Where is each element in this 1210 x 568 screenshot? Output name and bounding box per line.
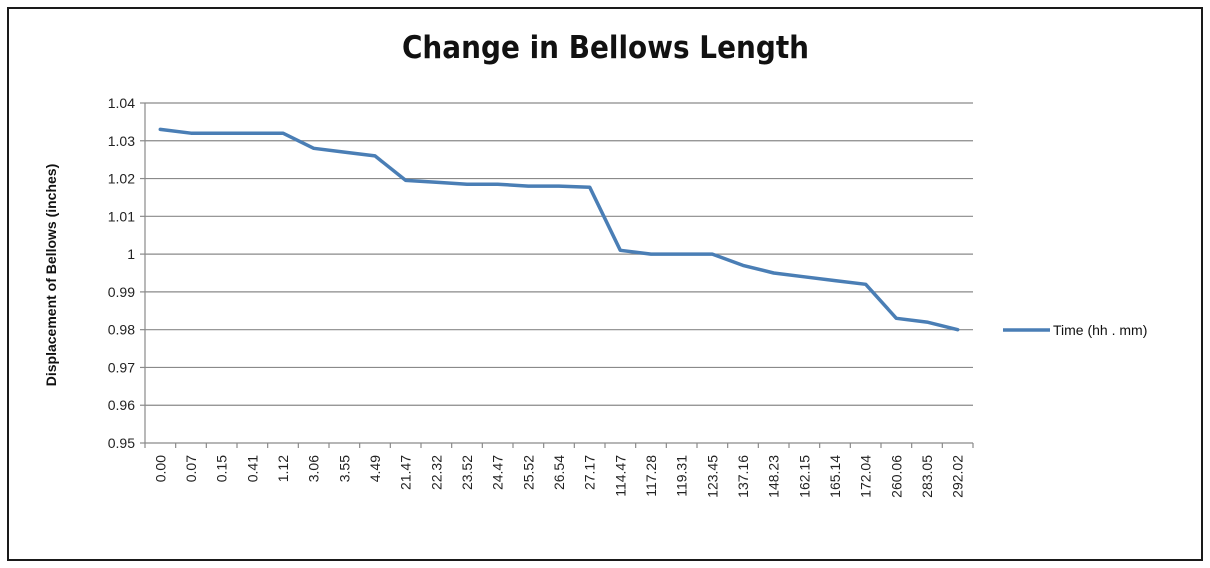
- x-tick-label: 123.45: [704, 455, 720, 498]
- x-tick-label: 117.28: [643, 455, 659, 497]
- x-tick-label: 260.06: [888, 455, 904, 498]
- x-tick-labels: 0.00 0.07 0.15 0.41 1.12 3.06 3.55 4.49 21.47 22.…: [152, 455, 965, 498]
- x-tick-label: 4.49: [367, 455, 383, 482]
- x-tick-label: 3.55: [336, 455, 352, 482]
- chart-frame: [7, 7, 1203, 561]
- x-tick-label: 0.41: [244, 455, 260, 482]
- x-tick-label: 292.02: [950, 455, 966, 498]
- legend: Time (hh . mm): [1003, 322, 1147, 338]
- y-tick-label: 1: [127, 246, 135, 262]
- x-tick-label: 3.06: [306, 455, 322, 482]
- chart-title: Change in Bellows Length: [401, 30, 810, 66]
- gridlines: [140, 102, 973, 444]
- y-tick-label: 0.97: [108, 359, 135, 375]
- x-tick-label: 165.14: [827, 455, 843, 498]
- axes: [144, 103, 974, 448]
- x-tick-label: 172.04: [858, 455, 874, 498]
- series-line: [158, 127, 960, 332]
- y-tick-label: 0.98: [108, 322, 135, 338]
- x-tick-label: 23.52: [459, 455, 475, 490]
- x-tick-label: 24.47: [490, 455, 506, 490]
- y-tick-label: 1.01: [108, 208, 135, 224]
- x-tick-label: 162.15: [796, 455, 812, 498]
- x-tick-label: 148.23: [766, 455, 782, 498]
- x-tick-label: 137.16: [735, 455, 751, 498]
- x-tick-label: 0.00: [152, 455, 168, 482]
- y-tick-labels: 0.95 0.96 0.97 0.98 0.99 1 1.01 1.02 1.03 1.04: [108, 95, 135, 451]
- x-tick-label: 114.47: [612, 455, 628, 497]
- y-axis-label: Displacement of Bellows (inches): [43, 164, 59, 387]
- x-tick-label: 27.17: [582, 455, 598, 490]
- x-tick-label: 26.54: [551, 455, 567, 490]
- y-tick-label: 0.99: [108, 284, 135, 300]
- series-layer: [158, 127, 960, 332]
- x-tick-label: 0.15: [214, 455, 230, 482]
- y-tick-label: 1.03: [108, 133, 135, 149]
- x-tick-label: 0.07: [183, 455, 199, 482]
- x-tick-label: 25.52: [520, 455, 536, 490]
- x-tick-label: 119.31: [674, 455, 690, 497]
- y-tick-label: 1.02: [108, 171, 135, 187]
- x-tick-label: 283.05: [919, 455, 935, 498]
- legend-label: Time (hh . mm): [1053, 322, 1147, 338]
- x-tick-label: 22.32: [428, 455, 444, 490]
- x-tick-label: 21.47: [398, 455, 414, 490]
- y-tick-label: 1.04: [108, 95, 135, 111]
- y-tick-label: 0.96: [108, 397, 135, 413]
- y-tick-label: 0.95: [108, 435, 135, 451]
- x-tick-label: 1.12: [275, 455, 291, 482]
